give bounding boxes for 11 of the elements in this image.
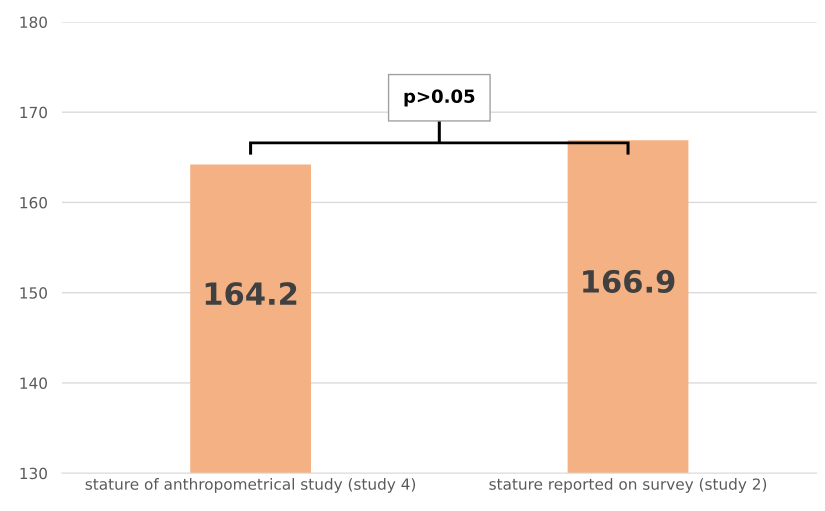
y-tick-label: 140 — [20, 377, 47, 389]
y-tick-label: 160 — [20, 196, 47, 208]
y-tick-label: 180 — [20, 16, 47, 28]
y-tick-label: 130 — [20, 468, 47, 480]
data-label: 166.9 — [583, 270, 674, 293]
y-tick-label: 150 — [20, 287, 47, 299]
x-tick-label: stature of anthropometrical study (study 4) — [86, 478, 416, 493]
data-label: 164.2 — [206, 282, 296, 306]
annotation: p>0.05 — [404, 89, 474, 107]
y-tick-label: 170 — [20, 106, 47, 118]
x-tick-label: stature reported on survey (study 2) — [489, 478, 766, 493]
